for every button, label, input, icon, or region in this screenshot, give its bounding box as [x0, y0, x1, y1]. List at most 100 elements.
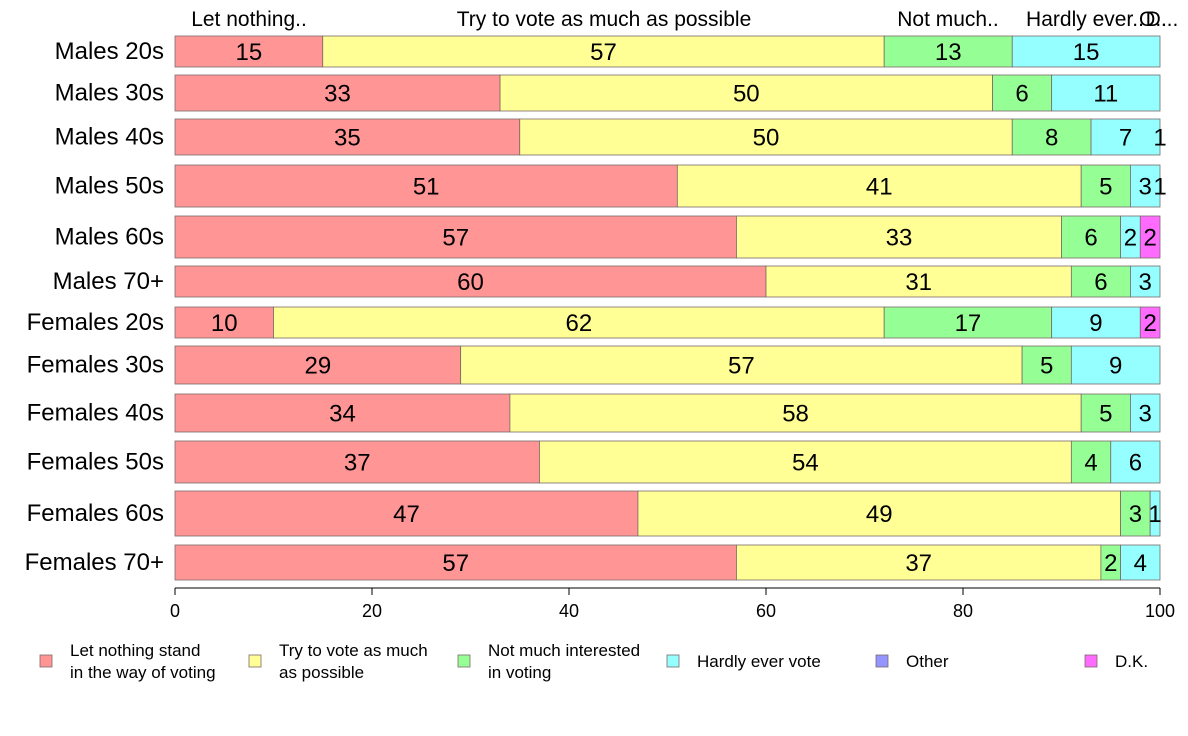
bar-segment — [460, 345, 1023, 385]
bar-segment — [1011, 35, 1161, 68]
bar-value-label: 34 — [329, 401, 356, 428]
bar-value-label: 41 — [866, 174, 893, 201]
legend: Let nothing stand in the way of voting Try… — [39, 641, 1148, 682]
legend-label: as possible — [279, 663, 364, 682]
legend-swatch — [457, 654, 471, 668]
bar-segment — [1149, 490, 1161, 537]
legend-label: D.K. — [1115, 652, 1148, 671]
bar-segment — [273, 306, 885, 339]
bar-value-label: 47 — [393, 501, 420, 528]
bar-segment — [1080, 393, 1131, 433]
bar-segment — [1090, 118, 1161, 156]
bar-value-label: 33 — [324, 81, 351, 108]
bar-segment — [499, 74, 993, 112]
bar-segment — [1011, 118, 1092, 156]
bar-value-label: 60 — [457, 269, 484, 296]
bar-segment — [1139, 215, 1161, 259]
row-label: Males 20s — [55, 38, 164, 65]
bar-value-label: 4 — [1084, 450, 1097, 477]
series-top-label: Try to vote as much as possible — [457, 8, 752, 31]
bar-value-label: 37 — [905, 550, 932, 577]
legend-swatch — [248, 654, 262, 668]
bar-value-label: 2 — [1143, 310, 1156, 337]
bar-value-label: 10 — [211, 310, 238, 337]
bar-segment — [736, 215, 1062, 259]
legend-label: Not much interested — [488, 641, 640, 660]
legend-label: Other — [906, 652, 949, 671]
bar-value-label: 17 — [955, 310, 982, 337]
bar-value-label: 9 — [1089, 310, 1102, 337]
bar-value-label: 8 — [1045, 125, 1058, 152]
series-top-label: Not much.. — [897, 8, 999, 31]
series-top-label: O.. — [1139, 8, 1167, 31]
x-tick-label: 20 — [362, 601, 382, 621]
bar-value-label: 15 — [1073, 39, 1100, 66]
x-tick-label: 80 — [953, 601, 973, 621]
bar-value-label: 3 — [1139, 174, 1152, 201]
row-label: Females 70+ — [25, 549, 164, 576]
bar-segment — [736, 544, 1102, 581]
bar-segment — [509, 393, 1082, 433]
row-label: Females 60s — [27, 500, 164, 527]
bar-segment — [1070, 440, 1112, 484]
bar-value-label: 2 — [1124, 225, 1137, 252]
bar-segment — [174, 118, 521, 156]
bar-segment — [1130, 393, 1161, 433]
bar-segment — [174, 440, 540, 484]
bar-value-label: 49 — [866, 501, 893, 528]
row-label: Females 20s — [27, 309, 164, 336]
series-top-label: Hardly ever.. — [1026, 8, 1144, 31]
bar-segment — [322, 35, 885, 68]
bar-value-label: 9 — [1109, 353, 1122, 380]
bar-segment — [1110, 440, 1161, 484]
bar-value-label: 13 — [935, 39, 962, 66]
legend-label: Let nothing stand — [70, 641, 200, 660]
bar-value-label: 4 — [1134, 550, 1147, 577]
bar-segment — [519, 118, 1013, 156]
row-label: Males 60s — [55, 224, 164, 251]
legend-swatch — [1084, 654, 1098, 668]
legend-label: in the way of voting — [70, 663, 216, 682]
bar-segment — [1061, 215, 1121, 259]
bar-value-label: 2 — [1143, 225, 1156, 252]
bar-segment — [1130, 265, 1161, 298]
bar-segment — [174, 345, 462, 385]
legend-swatch — [875, 654, 889, 668]
bar-segment — [174, 490, 639, 537]
bar-value-label: 57 — [590, 39, 617, 66]
row-label: Females 40s — [27, 400, 164, 427]
bar-segment — [1051, 74, 1161, 112]
legend-swatch — [666, 654, 680, 668]
bar-value-label: 2 — [1104, 550, 1117, 577]
bar-value-label: 3 — [1129, 501, 1142, 528]
row-label: Males 70+ — [53, 268, 164, 295]
bar-value-label: 7 — [1119, 125, 1132, 152]
bar-segment — [1130, 164, 1161, 208]
bar-value-label: 6 — [1094, 269, 1107, 296]
bar-segment — [676, 164, 1082, 208]
bar-value-label: 5 — [1099, 174, 1112, 201]
bar-segment — [1051, 306, 1141, 339]
x-tick-label: 100 — [1145, 601, 1175, 621]
bar-segment — [539, 440, 1072, 484]
bar-segment — [174, 74, 501, 112]
bar-value-label: 51 — [413, 174, 440, 201]
x-tick-label: 0 — [170, 601, 180, 621]
legend-label: in voting — [488, 663, 551, 682]
bar-segment — [1021, 345, 1072, 385]
bar-value-label: 35 — [334, 125, 361, 152]
bar-value-label: 5 — [1099, 401, 1112, 428]
bar-value-label: 6 — [1015, 81, 1028, 108]
bar-value-label: 57 — [442, 550, 469, 577]
row-label: Males 30s — [55, 80, 164, 107]
series-top-label: Let nothing.. — [191, 8, 307, 31]
bar-value-label: 50 — [733, 81, 760, 108]
bar-segment — [1080, 164, 1131, 208]
x-tick-label: 40 — [559, 601, 579, 621]
legend-label: Try to vote as much — [279, 641, 428, 660]
bar-value-label: 1 — [1153, 125, 1166, 152]
series-top-label: D... — [1146, 8, 1179, 31]
bar-segment — [992, 74, 1053, 112]
